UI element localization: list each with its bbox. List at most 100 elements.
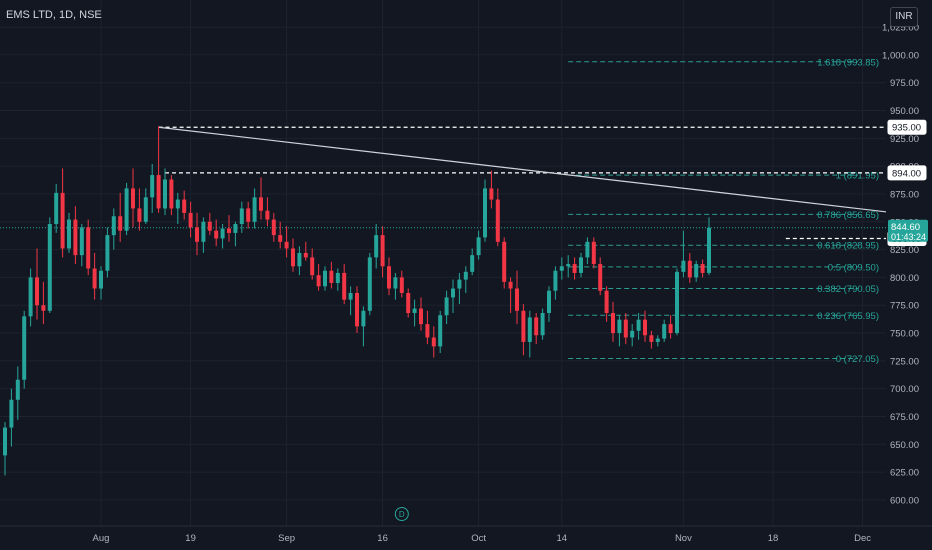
x-tick-label: 19 [185,533,196,544]
candle-up [393,272,398,300]
candle-body [380,235,385,267]
candle-body [22,316,27,380]
y-tick-label: 600.00 [890,495,919,506]
candle-down [291,238,295,272]
candle-up [412,299,417,327]
candle-body [163,179,167,209]
candle-up [150,163,155,213]
candle-up [655,335,660,347]
candle-down [278,221,283,249]
candle-down [611,301,615,342]
candle-body [406,292,411,313]
candle-down [284,226,289,258]
candle-body [393,277,398,289]
candle-up [335,268,340,291]
candle-body [425,324,430,338]
candle-body [303,252,308,258]
dividend-marker-group[interactable]: D [394,507,409,521]
candle-down [303,241,308,261]
candle-down [687,252,692,283]
candle-body [227,228,231,233]
candle-down [355,286,359,334]
candle-up [54,183,59,233]
candle-down [35,248,39,320]
y-tick-label: 875.00 [890,189,919,200]
candle-down [668,315,673,339]
y-tick-label: 725.00 [890,356,919,367]
trendline-group[interactable] [158,126,932,228]
candle-down [425,310,430,345]
candle-body [655,338,660,342]
candle-body [604,290,609,313]
candle-body [79,227,84,256]
candle-body [559,266,564,271]
candle-down [399,270,404,298]
candle-up [220,224,225,249]
candle-body [515,288,519,311]
dividend-marker[interactable] [394,507,409,521]
candle-down [265,197,270,227]
candle-body [220,228,225,239]
candle-down [156,126,161,213]
candle-body [355,292,359,327]
candle-up [28,268,33,327]
candle-down [137,188,142,231]
candle-down [131,168,135,228]
candle-body [694,264,699,278]
candle-body [111,216,116,236]
candle-up [297,246,302,276]
candle-body [195,227,199,242]
candle-body [188,212,193,228]
candle-down [419,297,423,331]
candle-body [399,277,404,293]
x-tick-label: Oct [471,533,486,544]
candle-down [387,257,391,296]
candle-body [431,337,436,347]
fib-level-label: 0.382 (790.05) [817,284,879,295]
candle-body [54,192,59,225]
candle-body [387,266,391,289]
candle-up [451,279,455,313]
time-axis[interactable]: Aug19Sep16Oct14Nov18Dec162025 [0,525,932,544]
candle-up [175,192,180,225]
candle-body [207,221,212,231]
candle-body [67,219,71,249]
fibonacci-retracement[interactable]: 1.618 (993.85) 1 (891.95) 0.786 (856.65) 0.… [568,57,879,365]
candle-up [239,201,244,233]
dividend-marker-letter: D [399,510,405,519]
candle-body [41,305,46,311]
horizontal-level-price-label-box [887,119,927,135]
candle-down [207,212,212,236]
candle-body [412,308,417,313]
horizontal-level-price-label-text: 935.00 [892,123,921,134]
candle-up [636,313,641,340]
candle-down [534,313,539,345]
candle-body [598,264,603,291]
currency-button[interactable]: INR [890,7,918,27]
candle-body [476,237,481,256]
candle-up [547,286,551,322]
candle-up [566,255,571,278]
candle-body [527,317,532,342]
horizontal-level-price-label: 894.00 [887,165,927,181]
fib-level-label: 1 (891.95) [836,171,879,182]
candle-up [67,212,71,253]
candle-body [35,277,39,306]
candle-body [700,264,705,273]
candle-down [73,206,78,265]
candle-up [9,388,14,447]
candle-body [28,277,33,317]
horizontal-lines[interactable] [0,126,886,240]
candle-body [681,260,686,272]
candle-down [214,219,219,247]
candle-body [86,227,91,269]
y-tick-label: 775.00 [890,301,919,312]
trendline[interactable] [158,126,932,228]
candle-body [118,216,123,231]
y-tick-label: 1,000.00 [882,50,919,61]
candle-up [444,290,449,325]
candle-body [579,257,583,273]
price-axis[interactable]: 600.00 625.00 650.00 675.00 700.00 725.00 750.… [882,0,932,550]
